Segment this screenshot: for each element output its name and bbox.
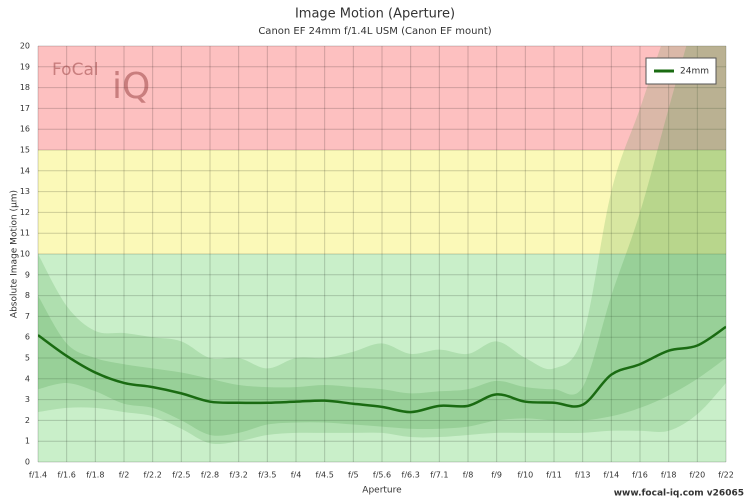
y-tick-label: 11 bbox=[20, 229, 30, 238]
y-tick-label: 19 bbox=[20, 62, 30, 71]
zone bbox=[38, 46, 726, 150]
y-tick-label: 5 bbox=[25, 354, 30, 363]
zone bbox=[38, 150, 726, 254]
x-tick-label: f/2.2 bbox=[144, 471, 162, 480]
x-tick-label: f/20 bbox=[689, 471, 705, 480]
x-tick-label: f/3.5 bbox=[258, 471, 276, 480]
x-tick-label: f/22 bbox=[718, 471, 734, 480]
legend-label: 24mm bbox=[680, 67, 709, 77]
series-line bbox=[38, 325, 726, 414]
x-tick-label: f/5.6 bbox=[373, 471, 391, 480]
x-tick-label: f/1.8 bbox=[86, 471, 104, 480]
x-axis-label: Aperture bbox=[362, 486, 402, 496]
x-tick-label: f/11 bbox=[546, 471, 562, 480]
logo-mark: iQ bbox=[112, 66, 150, 107]
x-tick-label: f/2 bbox=[119, 471, 130, 480]
y-tick-label: 16 bbox=[20, 125, 30, 134]
band bbox=[38, 46, 726, 436]
y-tick-label: 2 bbox=[25, 416, 30, 425]
x-tick-label: f/4.5 bbox=[316, 471, 334, 480]
x-tick-label: f/9 bbox=[491, 471, 502, 480]
y-tick-label: 14 bbox=[20, 166, 30, 175]
x-tick-label: f/3.2 bbox=[230, 471, 248, 480]
x-tick-label: f/10 bbox=[517, 471, 533, 480]
logo-text: FoCal bbox=[52, 60, 99, 80]
y-tick-label: 0 bbox=[25, 458, 30, 467]
y-tick-label: 3 bbox=[25, 395, 30, 404]
x-tick-label: f/1.4 bbox=[29, 471, 47, 480]
y-tick-label: 12 bbox=[20, 208, 30, 217]
y-tick-label: 4 bbox=[25, 374, 30, 383]
y-tick-label: 18 bbox=[20, 83, 30, 92]
x-tick-label: f/4 bbox=[291, 471, 302, 480]
grid bbox=[37, 45, 727, 463]
x-tick-label: f/8 bbox=[463, 471, 474, 480]
y-tick-label: 9 bbox=[25, 270, 30, 279]
lines bbox=[38, 325, 726, 414]
y-tick-label: 20 bbox=[20, 42, 30, 51]
x-tick-label: f/16 bbox=[632, 471, 648, 480]
y-tick-label: 7 bbox=[25, 312, 30, 321]
y-tick-label: 6 bbox=[25, 333, 30, 342]
y-tick-label: 1 bbox=[25, 437, 30, 446]
zones bbox=[38, 46, 726, 462]
x-tick-label: f/6.3 bbox=[402, 471, 420, 480]
x-tick-label: f/2.8 bbox=[201, 471, 219, 480]
chart-subtitle: Canon EF 24mm f/1.4L USM (Canon EF mount… bbox=[258, 26, 491, 37]
bands bbox=[38, 46, 726, 445]
x-tick-label: f/13 bbox=[575, 471, 591, 480]
x-tick-label: f/5 bbox=[348, 471, 359, 480]
y-axis-label: Absolute Image Motion (µm) bbox=[10, 190, 20, 318]
x-tick-label: f/7.1 bbox=[430, 471, 448, 480]
zone bbox=[38, 254, 726, 462]
x-tick-label: f/18 bbox=[661, 471, 677, 480]
footer: www.focal-iq.com v26065 bbox=[614, 489, 744, 499]
y-tick-label: 8 bbox=[25, 291, 30, 300]
y-tick-label: 15 bbox=[20, 146, 30, 155]
band bbox=[38, 46, 726, 445]
x-tick-label: f/2.5 bbox=[172, 471, 190, 480]
y-tick-label: 10 bbox=[20, 250, 30, 259]
y-tick-label: 13 bbox=[20, 187, 30, 196]
y-tick-label: 17 bbox=[20, 104, 30, 113]
x-tick-label: f/1.6 bbox=[58, 471, 76, 480]
x-tick-label: f/14 bbox=[603, 471, 619, 480]
chart-title: Image Motion (Aperture) bbox=[295, 7, 455, 22]
legend: 24mm bbox=[645, 57, 717, 85]
